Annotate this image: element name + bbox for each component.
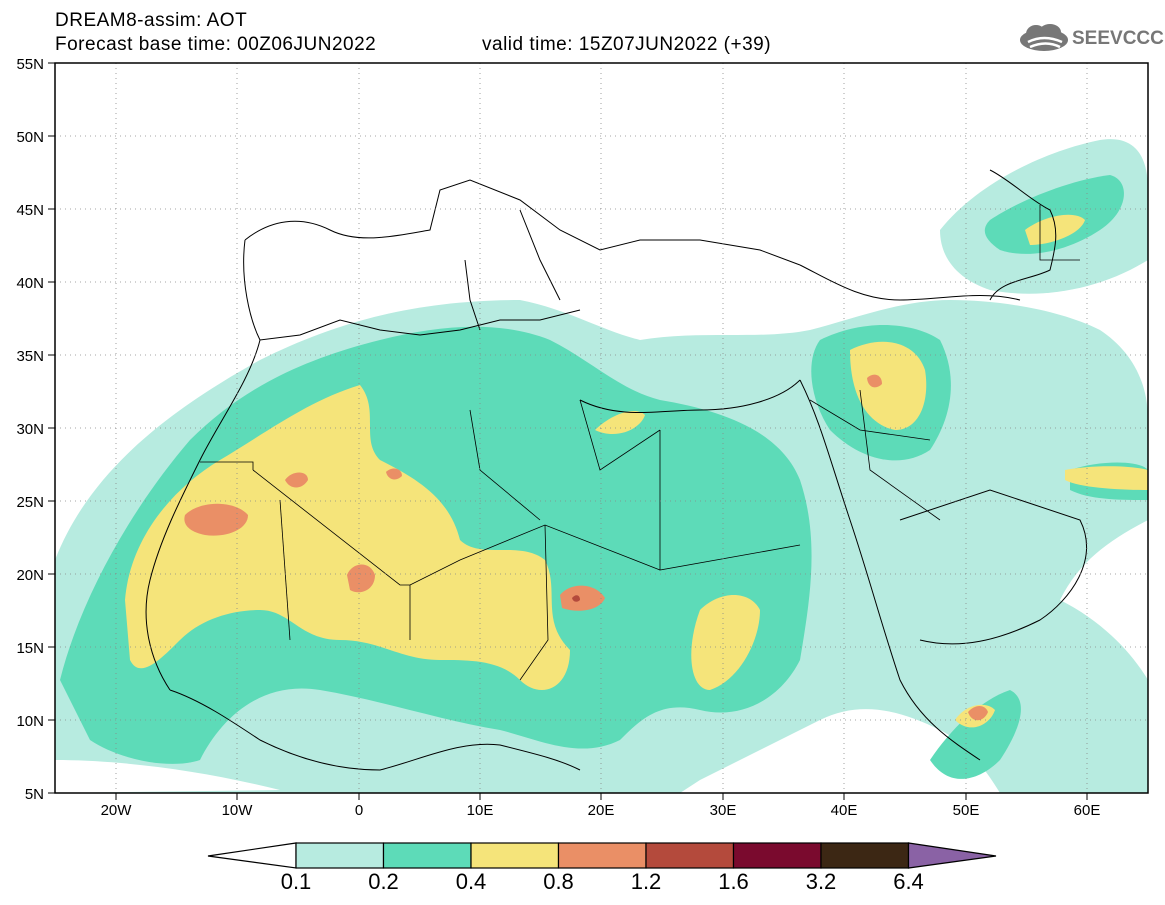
aot-bin-0.8-chad xyxy=(560,585,605,611)
lon-label: 10E xyxy=(467,802,494,819)
borders xyxy=(200,205,1080,681)
colorbar-swatch xyxy=(645,842,735,869)
longitude-labels: 20W 10W 0 10E 20E 30E 40E 50E 60E xyxy=(101,802,1101,819)
colorbar-label: 1.6 xyxy=(718,869,749,894)
aot-bin-0.1-sahel-gap xyxy=(55,760,280,793)
aot-bin-0.4-east xyxy=(691,595,760,690)
lat-label: 40N xyxy=(16,275,44,292)
lon-label: 60E xyxy=(1074,802,1101,819)
coastlines xyxy=(145,169,1087,771)
colorbar-swatch xyxy=(470,842,560,869)
colorbar-label: 6.4 xyxy=(893,869,924,894)
aot-bin-0.4-gulf xyxy=(1065,466,1148,490)
aot-bin-0.8-mali xyxy=(347,564,375,593)
lon-label: 20W xyxy=(101,802,133,819)
aot-bin-0.8-algeria xyxy=(285,472,308,488)
valid-time: valid time: 15Z07JUN2022 (+39) xyxy=(482,34,772,55)
colorbar xyxy=(207,842,997,869)
aot-bin-0.4-iraq xyxy=(850,341,927,430)
colorbar-swatch xyxy=(732,842,822,869)
lat-label: 50N xyxy=(16,129,44,146)
colorbar-label: 0.4 xyxy=(455,869,487,894)
lat-label: 10N xyxy=(16,713,44,730)
aot-bin-0.8-iraq xyxy=(867,374,882,388)
lon-label: 50E xyxy=(953,802,980,819)
lon-label: 40E xyxy=(831,802,858,819)
colorbar-swatch xyxy=(295,842,385,869)
lat-label: 25N xyxy=(16,494,44,511)
lon-label: 10W xyxy=(222,802,254,819)
aot-bin-0.2-somalia xyxy=(930,690,1021,779)
lat-label: 20N xyxy=(16,567,44,584)
grid-lines xyxy=(55,63,1148,793)
aot-bin-0.4-libya xyxy=(595,410,645,435)
aot-bin-1.2 xyxy=(572,595,580,602)
colorbar-label: 3.2 xyxy=(805,869,837,894)
lat-label: 15N xyxy=(16,640,44,657)
colorbar-swatch xyxy=(382,842,472,869)
latitude-labels: 55N 50N 45N 40N 35N 30N 25N 20N 15N 10N … xyxy=(16,56,44,803)
logo-text: SEEVCCC xyxy=(1072,28,1164,49)
tick-marks xyxy=(48,62,1088,800)
lat-label: 55N xyxy=(16,56,44,73)
title-line-2: Forecast base time: 00Z06JUN2022 xyxy=(55,34,377,55)
colorbar-label: 0.1 xyxy=(280,869,312,894)
colorbar-swatch xyxy=(820,842,910,869)
colorbar-label: 0.8 xyxy=(543,869,574,894)
aot-bin-0.8-morocco xyxy=(184,503,248,536)
colorbar-low-arrow xyxy=(207,842,297,869)
colorbar-label: 1.2 xyxy=(630,869,662,894)
aot-bin-0.4 xyxy=(125,385,570,690)
lat-label: 5N xyxy=(25,786,44,803)
lon-label: 0 xyxy=(355,802,363,819)
aot-bin-0.2-caspian xyxy=(984,175,1124,254)
colorbar-high-arrow xyxy=(907,842,997,869)
aot-bin-0.8-somalia xyxy=(968,706,988,721)
cloud-icon xyxy=(1020,24,1068,51)
lon-label: 20E xyxy=(588,802,615,819)
lat-label: 35N xyxy=(16,348,44,365)
colorbar-label: 0.2 xyxy=(368,869,399,894)
lat-label: 45N xyxy=(16,202,44,219)
title-line-1: DREAM8-assim: AOT xyxy=(55,10,248,31)
aot-fields xyxy=(55,63,1148,793)
colorbar-swatch xyxy=(557,842,647,869)
lon-label: 30E xyxy=(710,802,737,819)
lat-label: 30N xyxy=(16,421,44,438)
aot-bin-0.8-algeria2 xyxy=(386,468,402,480)
